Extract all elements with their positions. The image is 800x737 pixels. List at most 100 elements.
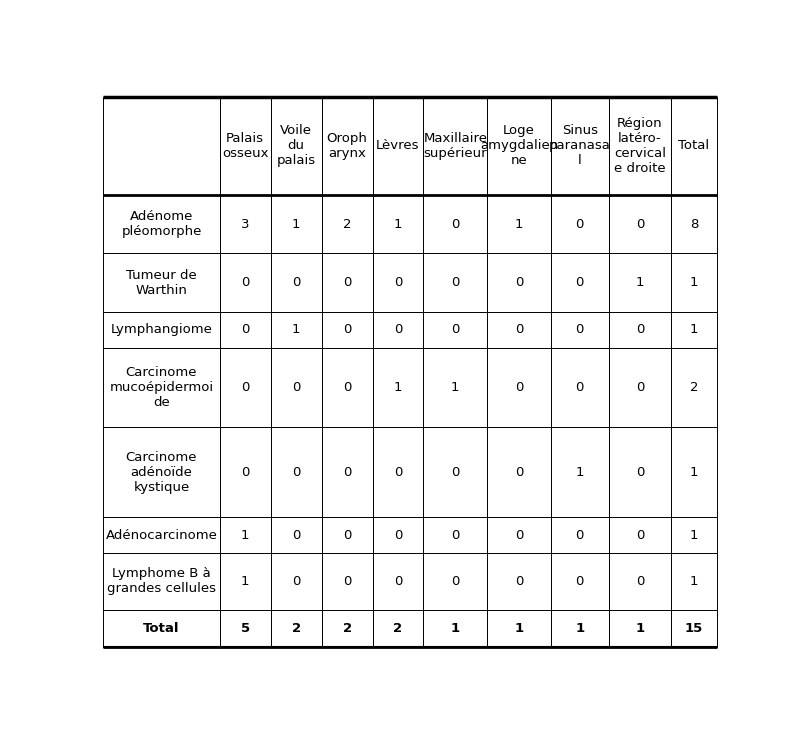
Bar xyxy=(322,517,373,553)
Text: 0: 0 xyxy=(241,324,250,336)
Bar xyxy=(423,553,487,609)
Text: 0: 0 xyxy=(575,324,584,336)
Bar xyxy=(373,348,423,427)
Text: Adénome
pléomorphe: Adénome pléomorphe xyxy=(122,210,202,238)
Bar xyxy=(487,254,550,312)
Text: 0: 0 xyxy=(575,575,584,588)
Bar xyxy=(322,97,373,195)
Text: Maxillaire
supérieur: Maxillaire supérieur xyxy=(423,132,487,160)
Bar xyxy=(270,195,322,254)
Text: Lymphangiome: Lymphangiome xyxy=(110,324,212,336)
Text: 0: 0 xyxy=(292,575,300,588)
Bar xyxy=(373,312,423,348)
Bar xyxy=(609,427,671,517)
Bar xyxy=(103,195,220,254)
Bar xyxy=(373,427,423,517)
Bar xyxy=(487,97,550,195)
Text: 0: 0 xyxy=(636,528,644,542)
Bar xyxy=(550,517,609,553)
Text: 0: 0 xyxy=(451,324,459,336)
Text: 0: 0 xyxy=(394,276,402,289)
Text: 1: 1 xyxy=(394,381,402,394)
Text: 15: 15 xyxy=(685,622,703,635)
Bar xyxy=(103,609,220,647)
Text: 0: 0 xyxy=(636,217,644,231)
Bar xyxy=(103,348,220,427)
Bar xyxy=(423,427,487,517)
Bar xyxy=(103,312,220,348)
Bar xyxy=(487,609,550,647)
Text: Total: Total xyxy=(143,622,180,635)
Text: Lymphome B à
grandes cellules: Lymphome B à grandes cellules xyxy=(107,567,216,595)
Bar xyxy=(270,254,322,312)
Bar xyxy=(609,97,671,195)
Text: 0: 0 xyxy=(343,575,351,588)
Bar xyxy=(609,254,671,312)
Text: Palais
osseux: Palais osseux xyxy=(222,132,269,160)
Text: Carcinome
mucoépidermoi
de: Carcinome mucoépidermoi de xyxy=(110,366,214,409)
Text: Loge
amygdalien
ne: Loge amygdalien ne xyxy=(480,125,558,167)
Text: 0: 0 xyxy=(636,466,644,478)
Text: 0: 0 xyxy=(575,217,584,231)
Bar xyxy=(270,427,322,517)
Text: 8: 8 xyxy=(690,217,698,231)
Text: 1: 1 xyxy=(451,381,459,394)
Bar xyxy=(423,609,487,647)
Bar xyxy=(423,517,487,553)
Text: 1: 1 xyxy=(241,575,250,588)
Bar xyxy=(423,348,487,427)
Bar xyxy=(423,97,487,195)
Text: 0: 0 xyxy=(343,276,351,289)
Bar xyxy=(270,312,322,348)
Text: 1: 1 xyxy=(690,324,698,336)
Bar xyxy=(322,609,373,647)
Text: Lèvres: Lèvres xyxy=(376,139,420,153)
Bar xyxy=(550,427,609,517)
Text: 1: 1 xyxy=(241,528,250,542)
Text: 5: 5 xyxy=(241,622,250,635)
Bar xyxy=(671,609,717,647)
Bar xyxy=(487,553,550,609)
Text: 2: 2 xyxy=(690,381,698,394)
Text: 0: 0 xyxy=(394,324,402,336)
Text: 0: 0 xyxy=(343,324,351,336)
Text: 2: 2 xyxy=(394,622,402,635)
Text: Oroph
arynx: Oroph arynx xyxy=(326,132,367,160)
Text: 0: 0 xyxy=(292,381,300,394)
Text: 1: 1 xyxy=(635,276,644,289)
Bar xyxy=(487,427,550,517)
Bar xyxy=(103,517,220,553)
Bar xyxy=(373,609,423,647)
Text: 0: 0 xyxy=(343,528,351,542)
Text: 0: 0 xyxy=(343,381,351,394)
Text: 2: 2 xyxy=(291,622,301,635)
Bar xyxy=(322,427,373,517)
Bar xyxy=(373,517,423,553)
Bar xyxy=(103,553,220,609)
Text: 0: 0 xyxy=(451,575,459,588)
Bar xyxy=(550,312,609,348)
Bar xyxy=(103,97,220,195)
Text: Voile
du
palais: Voile du palais xyxy=(277,125,316,167)
Bar xyxy=(373,97,423,195)
Bar xyxy=(220,254,270,312)
Bar xyxy=(220,517,270,553)
Text: 0: 0 xyxy=(514,324,523,336)
Bar xyxy=(609,553,671,609)
Bar xyxy=(487,312,550,348)
Text: 0: 0 xyxy=(514,381,523,394)
Text: 1: 1 xyxy=(292,217,301,231)
Text: 0: 0 xyxy=(241,381,250,394)
Text: 0: 0 xyxy=(241,276,250,289)
Bar xyxy=(671,553,717,609)
Bar xyxy=(103,254,220,312)
Text: 1: 1 xyxy=(292,324,301,336)
Bar xyxy=(220,348,270,427)
Bar xyxy=(423,195,487,254)
Bar xyxy=(322,553,373,609)
Text: 0: 0 xyxy=(292,276,300,289)
Text: 1: 1 xyxy=(514,622,523,635)
Bar xyxy=(103,427,220,517)
Bar xyxy=(550,348,609,427)
Text: 0: 0 xyxy=(575,381,584,394)
